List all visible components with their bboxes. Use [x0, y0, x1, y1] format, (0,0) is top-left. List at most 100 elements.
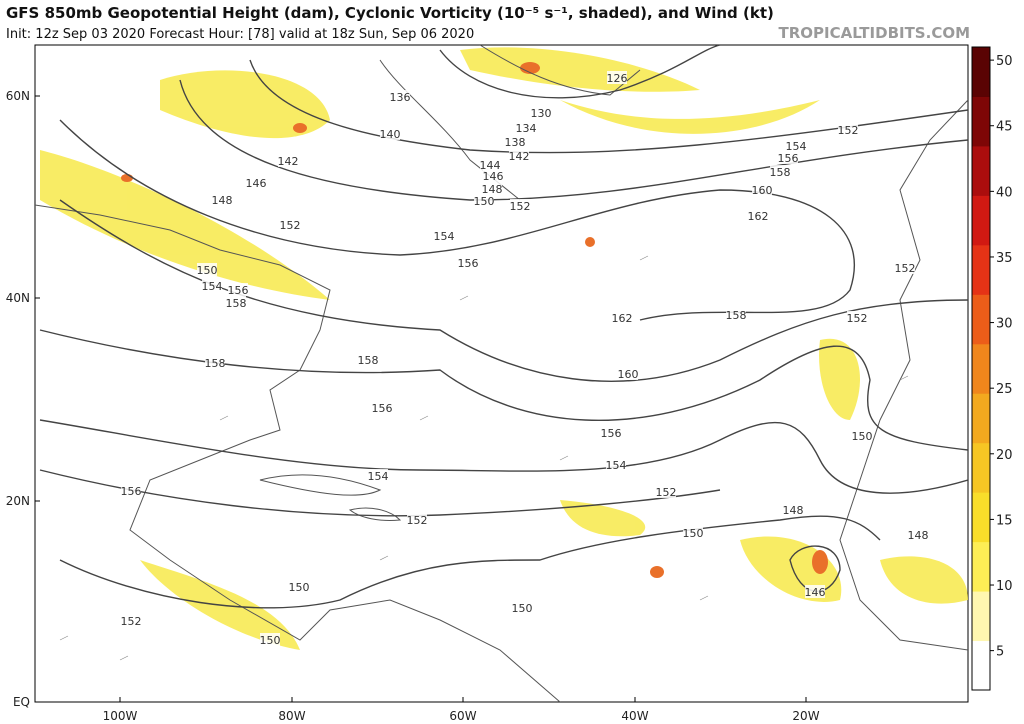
contour-label: 150: [474, 195, 495, 208]
contour-label: 144: [480, 159, 501, 172]
contour-label-bg: [434, 229, 454, 242]
colorbar-frame: [971, 46, 991, 691]
contour-label: 154: [434, 230, 455, 243]
lat-label: 40N: [6, 291, 30, 305]
contour-label-bg: [368, 469, 388, 482]
contour-label: 156: [778, 152, 799, 165]
contour-label-bg: [390, 90, 410, 103]
contour-label: 148: [783, 504, 804, 517]
contour-label-bg: [612, 311, 632, 324]
contour-label: 160: [752, 184, 773, 197]
contour-label-bg: [838, 123, 858, 136]
contour-label-bg: [607, 71, 627, 84]
contour-label-bg: [246, 176, 266, 189]
colorbar-tick-label: 15: [996, 513, 1013, 528]
contour-label: 158: [358, 354, 379, 367]
contour-label-bg: [212, 193, 232, 206]
contour-label: 150: [289, 581, 310, 594]
contour-label-bg: [121, 484, 141, 497]
lon-label: 100W: [103, 709, 138, 723]
colorbar-segment: [972, 492, 990, 543]
contour-label: 138: [505, 136, 526, 149]
contour-label: 154: [606, 459, 627, 472]
contour-label: 154: [202, 280, 223, 293]
contour-label: 152: [838, 124, 859, 137]
colorbar-tick-label: 35: [996, 251, 1013, 266]
contour-label: 162: [748, 210, 769, 223]
colorbar-segment: [972, 47, 990, 97]
contour-label-bg: [770, 165, 790, 178]
colorbar-segment: [972, 244, 990, 295]
contour-label: 158: [205, 357, 226, 370]
contour-label-bg: [482, 182, 502, 195]
contour-label-bg: [280, 218, 300, 231]
contour-label: 156: [372, 402, 393, 415]
contour-label-bg: [783, 503, 803, 516]
contour-label-bg: [289, 580, 309, 593]
contour-label: 152: [656, 486, 677, 499]
watermark: TROPICALTIDBITS.COM: [779, 24, 971, 42]
contour-label-bg: [228, 283, 248, 296]
contour-label-bg: [748, 209, 768, 222]
contour-label-bg: [505, 135, 525, 148]
contour-label: 150: [683, 527, 704, 540]
contour-label: 136: [390, 91, 411, 104]
subtitle: Init: 12z Sep 03 2020 Forecast Hour: [78…: [6, 27, 474, 42]
contour-label: 140: [380, 128, 401, 141]
contour-label: 148: [212, 194, 233, 207]
contour-label: 126: [607, 72, 628, 85]
colorbar-tick-label: 30: [996, 317, 1013, 332]
contour-label-bg: [516, 121, 536, 134]
contour-label-bg: [510, 199, 530, 212]
contour-label-bg: [372, 401, 392, 414]
wind-barbs: [59, 255, 909, 661]
lon-label: 60W: [449, 709, 476, 723]
contour-label: 152: [121, 615, 142, 628]
contour-label-bg: [458, 256, 478, 269]
contour-label-bg: [121, 614, 141, 627]
contour-label-bg: [847, 311, 867, 324]
contour-label: 156: [121, 485, 142, 498]
colorbar-segment: [972, 195, 990, 246]
contour-label: 154: [368, 470, 389, 483]
contour-label: 152: [895, 262, 916, 275]
contour-label: 130: [531, 107, 552, 120]
contour-label: 150: [260, 634, 281, 647]
vorticity-max: [121, 62, 828, 578]
colorbar-tick-label: 10: [996, 579, 1013, 594]
colorbar-tick-label: 40: [996, 185, 1013, 200]
contour-label: 156: [601, 427, 622, 440]
title: GFS 850mb Geopotential Height (dam), Cyc…: [6, 4, 774, 22]
contour-label: 142: [278, 155, 299, 168]
contour-label: 152: [510, 200, 531, 213]
colorbar-tick-label: 5: [996, 645, 1004, 660]
contour-label-bg: [480, 158, 500, 171]
contour-label: 156: [458, 257, 479, 270]
contour-label-bg: [805, 585, 825, 598]
colorbar-segment: [972, 393, 990, 444]
contour-label-bg: [752, 183, 772, 196]
lat-label: EQ: [13, 695, 30, 709]
contour-label: 146: [246, 177, 267, 190]
colorbar-segment: [972, 541, 990, 592]
contour-label: 158: [226, 297, 247, 310]
contour-label-bg: [260, 633, 280, 646]
contour-label-bg: [407, 513, 427, 526]
contour-label: 152: [407, 514, 428, 527]
contour-label-bg: [202, 279, 222, 292]
contour-label-bg: [197, 263, 217, 276]
lon-label: 80W: [278, 709, 305, 723]
contour-label-bg: [778, 151, 798, 164]
contour-label-bg: [683, 526, 703, 539]
colorbar-tick-label: 20: [996, 448, 1013, 463]
contour-label: 150: [852, 430, 873, 443]
contour-label: 148: [908, 529, 929, 542]
colorbar-tick-label: 25: [996, 382, 1013, 397]
contour-label: 152: [280, 219, 301, 232]
contour-label-bg: [531, 106, 551, 119]
contour-label-bg: [474, 194, 494, 207]
contour-label-bg: [606, 458, 626, 471]
contour-label-bg: [656, 485, 676, 498]
